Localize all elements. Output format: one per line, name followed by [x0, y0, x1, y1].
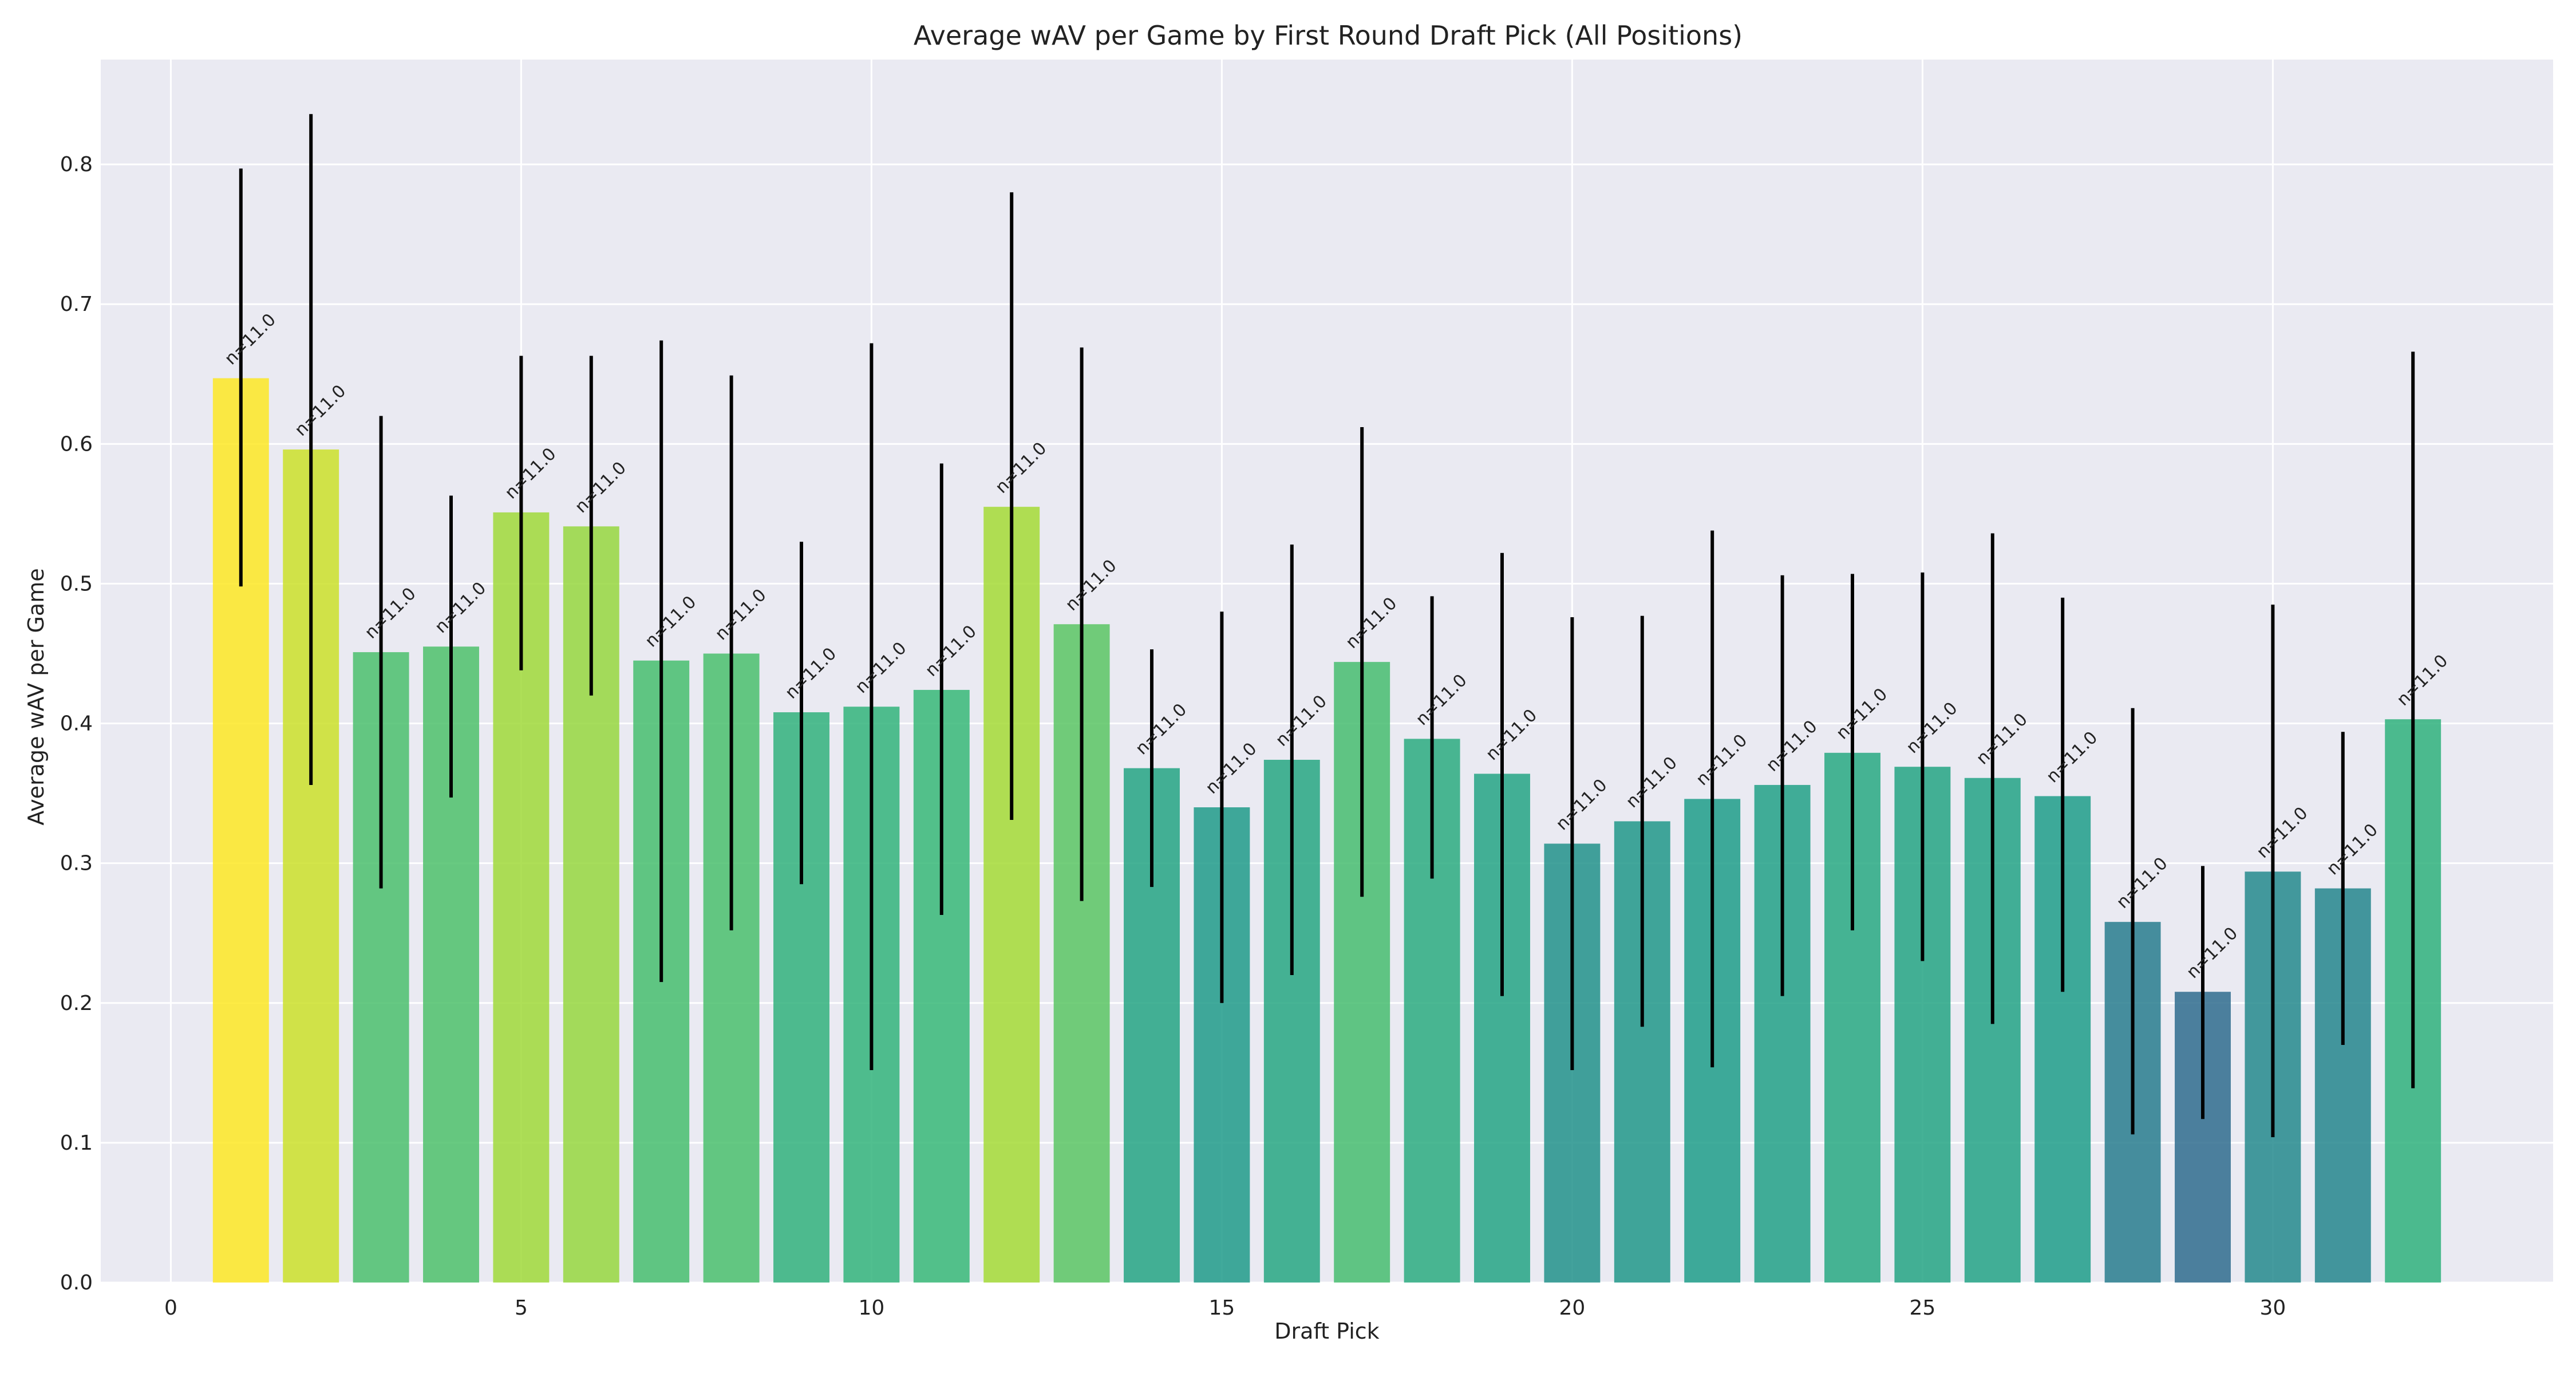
x-axis-label: Draft Pick	[1274, 1319, 1379, 1344]
x-tick-label: 20	[1559, 1296, 1585, 1320]
error-bars	[239, 114, 2415, 1138]
y-tick-label: 0.6	[60, 432, 93, 456]
x-tick-label: 25	[1909, 1296, 1935, 1320]
y-tick-label: 0.3	[60, 852, 93, 875]
x-tick-label: 10	[858, 1296, 884, 1320]
y-axis-ticks: 0.0 0.1 0.2 0.3 0.4 0.5 0.6 0.7 0.8	[60, 153, 93, 1295]
y-tick-label: 0.4	[60, 712, 93, 736]
x-tick-label: 5	[515, 1296, 528, 1320]
x-tick-label: 0	[164, 1296, 177, 1320]
y-tick-label: 0.7	[60, 293, 93, 316]
x-tick-label: 30	[2259, 1296, 2286, 1320]
y-tick-label: 0.2	[60, 992, 93, 1015]
y-tick-label: 0.1	[60, 1131, 93, 1155]
x-axis-ticks: 0 5 10 15 20 25 30	[164, 1296, 2286, 1320]
chart-title: Average wAV per Game by First Round Draf…	[914, 20, 1743, 51]
y-axis-label: Average wAV per Game	[23, 568, 49, 825]
y-tick-label: 0.0	[60, 1271, 93, 1295]
y-tick-label: 0.5	[60, 572, 93, 595]
bars	[212, 378, 2441, 1283]
y-tick-label: 0.8	[60, 153, 93, 176]
x-tick-label: 15	[1208, 1296, 1235, 1320]
